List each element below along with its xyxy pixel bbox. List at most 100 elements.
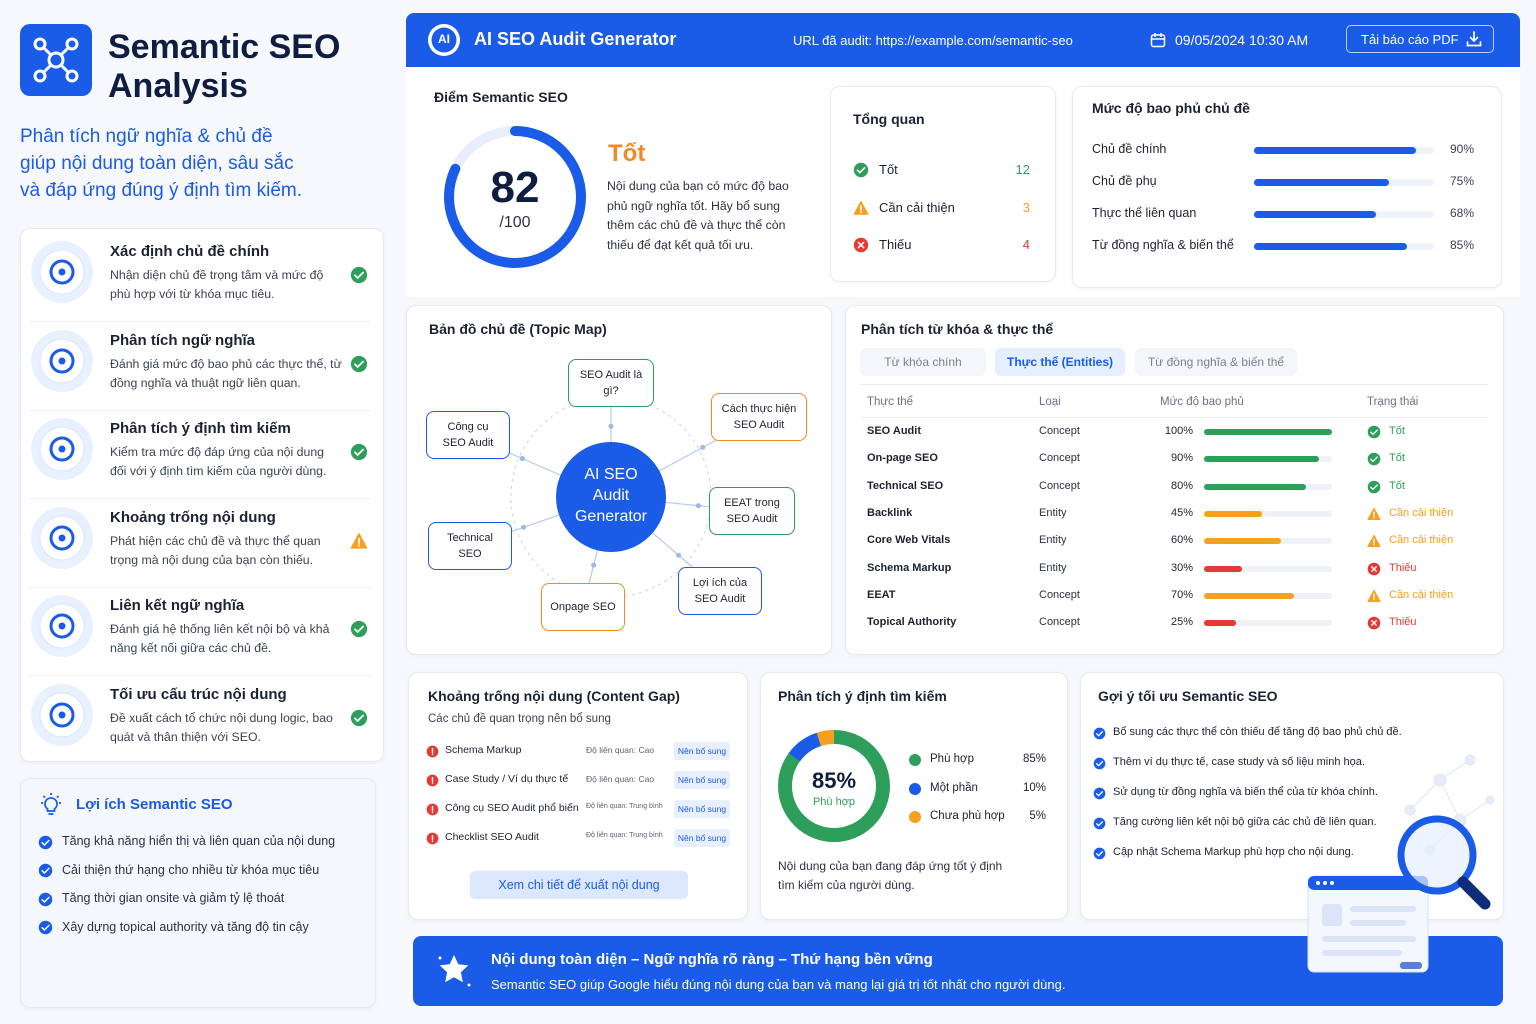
icon-shape xyxy=(439,955,469,983)
icon-shape xyxy=(49,436,75,462)
icon-shape xyxy=(1464,754,1476,766)
icon-shape xyxy=(354,271,364,280)
icon-shape xyxy=(1367,616,1381,630)
feature-title: Tối ưu cấu trúc nội dung xyxy=(110,685,287,703)
divider xyxy=(30,498,370,499)
topic-node: SEO Audit là gì? xyxy=(568,359,654,407)
tab[interactable]: Từ đồng nghĩa & biến thể xyxy=(1135,348,1297,376)
entity-name: SEO Audit xyxy=(867,425,921,437)
entity-status: Cần cải thiện xyxy=(1389,534,1454,547)
status-icon xyxy=(426,745,438,757)
link-dot xyxy=(521,524,527,530)
link-dot xyxy=(695,503,701,509)
icon-shape xyxy=(38,920,52,935)
icon-shape xyxy=(350,443,368,461)
icon-shape xyxy=(1466,31,1482,47)
feature-title: Phân tích ngữ nghĩa xyxy=(110,331,256,349)
entity-type: Concept xyxy=(1039,588,1080,601)
entity-status: Tốt xyxy=(1389,425,1405,437)
status-icon xyxy=(1367,534,1381,548)
icon-shape xyxy=(38,835,52,849)
icon-shape xyxy=(58,445,66,453)
intent-segment xyxy=(778,730,890,842)
icon-shape xyxy=(40,924,50,932)
entity-type: Entity xyxy=(1039,561,1067,574)
feature-icon xyxy=(31,683,93,746)
score-title: Điểm Semantic SEO xyxy=(434,89,568,105)
icon-shape xyxy=(1367,480,1381,493)
icon-shape xyxy=(1485,795,1495,805)
coverage-bar xyxy=(1254,179,1389,186)
overview-label: Tốt xyxy=(879,162,898,177)
icon-shape xyxy=(909,811,921,823)
icon-shape xyxy=(38,892,52,906)
icon-shape xyxy=(1404,804,1416,816)
download-pdf-label[interactable]: Tải báo cáo PDF xyxy=(1361,32,1459,47)
feature-title: Liên kết ngữ nghĩa xyxy=(110,597,245,614)
icon-shape xyxy=(1404,754,1495,856)
score-value: 82 xyxy=(490,163,540,212)
sidebar-title: Semantic SEO xyxy=(108,28,341,66)
status-icon xyxy=(1367,562,1381,575)
suggestion-item: Thêm ví dụ thực tế, case study và số liệ… xyxy=(1113,756,1365,768)
gap-topic: Công cụ SEO Audit phổ biến xyxy=(445,802,579,814)
star-icon xyxy=(438,955,471,987)
overview-count: 12 xyxy=(1015,162,1030,177)
icon-shape xyxy=(1370,484,1378,490)
tab[interactable]: Thực thể (Entities) xyxy=(995,348,1125,376)
intent-center-caption: Phù hợp xyxy=(812,796,856,808)
icon-shape xyxy=(1095,790,1103,797)
divider xyxy=(30,586,370,588)
feature-description: Phát hiện các chủ đề và thực thể quan tr… xyxy=(110,533,321,567)
intent-center-value: 85% xyxy=(811,768,857,793)
feature-icon xyxy=(31,241,93,303)
bulb-icon xyxy=(41,793,61,815)
icon-shape xyxy=(1322,950,1402,956)
coverage-track xyxy=(1204,510,1332,517)
gap-topic: Case Study / Ví dụ thực tế xyxy=(445,773,569,785)
download-pdf-button[interactable]: Tải báo cáo PDF xyxy=(1346,25,1494,53)
status-icon xyxy=(1093,787,1105,799)
icon-shape xyxy=(65,37,79,51)
center-node-label: AI SEO Audit Generator xyxy=(574,466,648,525)
icon-shape xyxy=(47,51,65,69)
entity-bar xyxy=(1204,620,1236,627)
coverage-label: Thực thể liên quan xyxy=(1092,206,1197,220)
coverage-label: Từ đồng nghĩa & biến thể xyxy=(1092,238,1234,252)
download-icon xyxy=(1466,31,1482,47)
status-icon xyxy=(426,803,438,815)
icon-shape xyxy=(1323,881,1327,885)
intent-legend-name: Một phần xyxy=(930,781,978,794)
app-title: AI SEO Audit Generator xyxy=(474,29,677,49)
column-header: Trạng thái xyxy=(1367,396,1419,408)
entity-status: Thiếu xyxy=(1389,616,1417,629)
icon-shape xyxy=(1093,757,1105,769)
icon-shape xyxy=(354,714,364,722)
entity-coverage: 70% xyxy=(1170,588,1193,601)
icon-shape xyxy=(350,443,368,461)
status-icon xyxy=(350,620,368,638)
entity-status: Tốt xyxy=(1389,479,1405,492)
gap-relevance: Độ liên quan: Trung bình xyxy=(586,803,663,810)
icon-shape xyxy=(1150,33,1166,48)
audit-datetime: 09/05/2024 10:30 AM xyxy=(1175,32,1309,48)
column-header: Thực thể xyxy=(867,396,914,408)
gap-topic: Schema Markup xyxy=(445,744,522,756)
icon-shape xyxy=(1367,534,1381,548)
entity-type: Entity xyxy=(1039,506,1067,519)
icon-shape xyxy=(40,839,50,846)
status-icon xyxy=(1093,727,1105,739)
tab[interactable]: Từ khóa chính xyxy=(860,348,986,376)
footer-title: Nội dung toàn diện – Ngữ nghĩa rõ ràng –… xyxy=(491,951,933,968)
coverage-title: Mức độ bao phủ chủ đề xyxy=(1092,100,1250,116)
intent-donut xyxy=(778,730,890,842)
overview-count: 3 xyxy=(1022,199,1030,215)
icon-shape xyxy=(853,162,869,178)
entity-bar xyxy=(1204,483,1307,490)
icon-shape xyxy=(40,896,50,903)
content-gap-button[interactable]: Xem chi tiết để xuất nội dung xyxy=(470,871,688,899)
benefits-title: Lợi ích Semantic SEO xyxy=(76,796,233,813)
overview-label: Thiếu xyxy=(879,237,912,252)
entity-coverage: 25% xyxy=(1170,616,1193,629)
